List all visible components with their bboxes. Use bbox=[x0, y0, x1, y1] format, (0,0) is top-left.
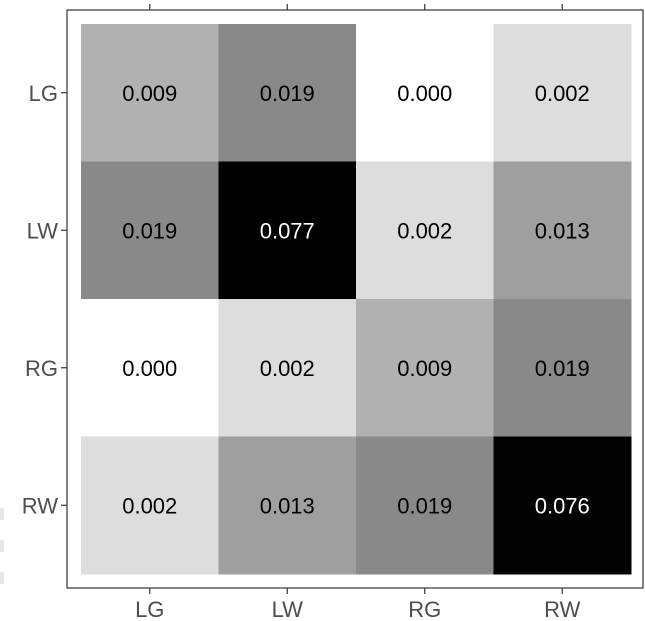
edge-artifact-mark bbox=[0, 508, 4, 520]
cell-value-label: 0.019 bbox=[260, 81, 315, 106]
x-axis: LG LW RG RW bbox=[135, 4, 581, 621]
cell-value-label: 0.000 bbox=[397, 81, 452, 106]
cell-value-label: 0.019 bbox=[535, 356, 590, 381]
heatmap-cell-lg-lg bbox=[81, 24, 219, 162]
cell-value-label: 0.009 bbox=[122, 81, 177, 106]
heatmap-cell-lw-lw bbox=[218, 161, 357, 300]
heatmap-cell-rw-lw bbox=[218, 436, 357, 575]
cell-value-label: 0.002 bbox=[122, 493, 177, 518]
cell-value-label: 0.002 bbox=[535, 81, 590, 106]
cell-value-label: 0.002 bbox=[397, 218, 452, 243]
cell-value-label: 0.000 bbox=[122, 356, 177, 381]
heatmap-cell-rw-rg bbox=[356, 436, 494, 575]
heatmap-cell-rg-rg bbox=[356, 299, 494, 437]
heatmap-cell-lw-rg bbox=[356, 161, 494, 300]
heatmap-cell-lg-lw bbox=[218, 24, 357, 162]
x-tick-label: RG bbox=[408, 597, 441, 621]
heatmap-cell-rg-lw bbox=[218, 299, 357, 437]
cell-value-label: 0.009 bbox=[397, 356, 452, 381]
heatmap-cell-lw-rw bbox=[493, 161, 632, 300]
cell-value-label: 0.019 bbox=[122, 218, 177, 243]
heatmap-cell-lw-lg bbox=[81, 161, 219, 300]
heatmap-cell-rw-rw bbox=[493, 436, 632, 575]
heatmap-cells: 0.009 0.019 0.000 0.002 0.019 0.077 0.002 0.013… bbox=[81, 24, 632, 575]
heatmap-cell-lg-rw bbox=[493, 24, 632, 162]
cell-value-label: 0.013 bbox=[535, 218, 590, 243]
cell-value-label: 0.077 bbox=[260, 218, 315, 243]
y-tick-label: RW bbox=[22, 493, 58, 518]
cell-value-label: 0.019 bbox=[397, 493, 452, 518]
x-tick-label: LG bbox=[135, 597, 164, 621]
heatmap-cell-rw-lg bbox=[81, 436, 219, 575]
heatmap-cell-rg-rw bbox=[493, 299, 632, 437]
y-tick-label: RG bbox=[25, 356, 58, 381]
y-tick-label: LG bbox=[29, 81, 58, 106]
y-axis: LG LW RG RW bbox=[22, 81, 67, 518]
cell-value-label: 0.002 bbox=[260, 356, 315, 381]
edge-artifact-mark bbox=[0, 572, 4, 584]
heatmap-cell-rg-lg bbox=[81, 299, 219, 437]
x-tick-label: RW bbox=[544, 597, 580, 621]
edge-artifact-mark bbox=[0, 540, 4, 552]
y-tick-label: LW bbox=[27, 218, 59, 243]
heatmap-cell-lg-rg bbox=[356, 24, 494, 162]
cell-value-label: 0.076 bbox=[535, 493, 590, 518]
cell-value-label: 0.013 bbox=[260, 493, 315, 518]
x-tick-label: LW bbox=[272, 597, 304, 621]
